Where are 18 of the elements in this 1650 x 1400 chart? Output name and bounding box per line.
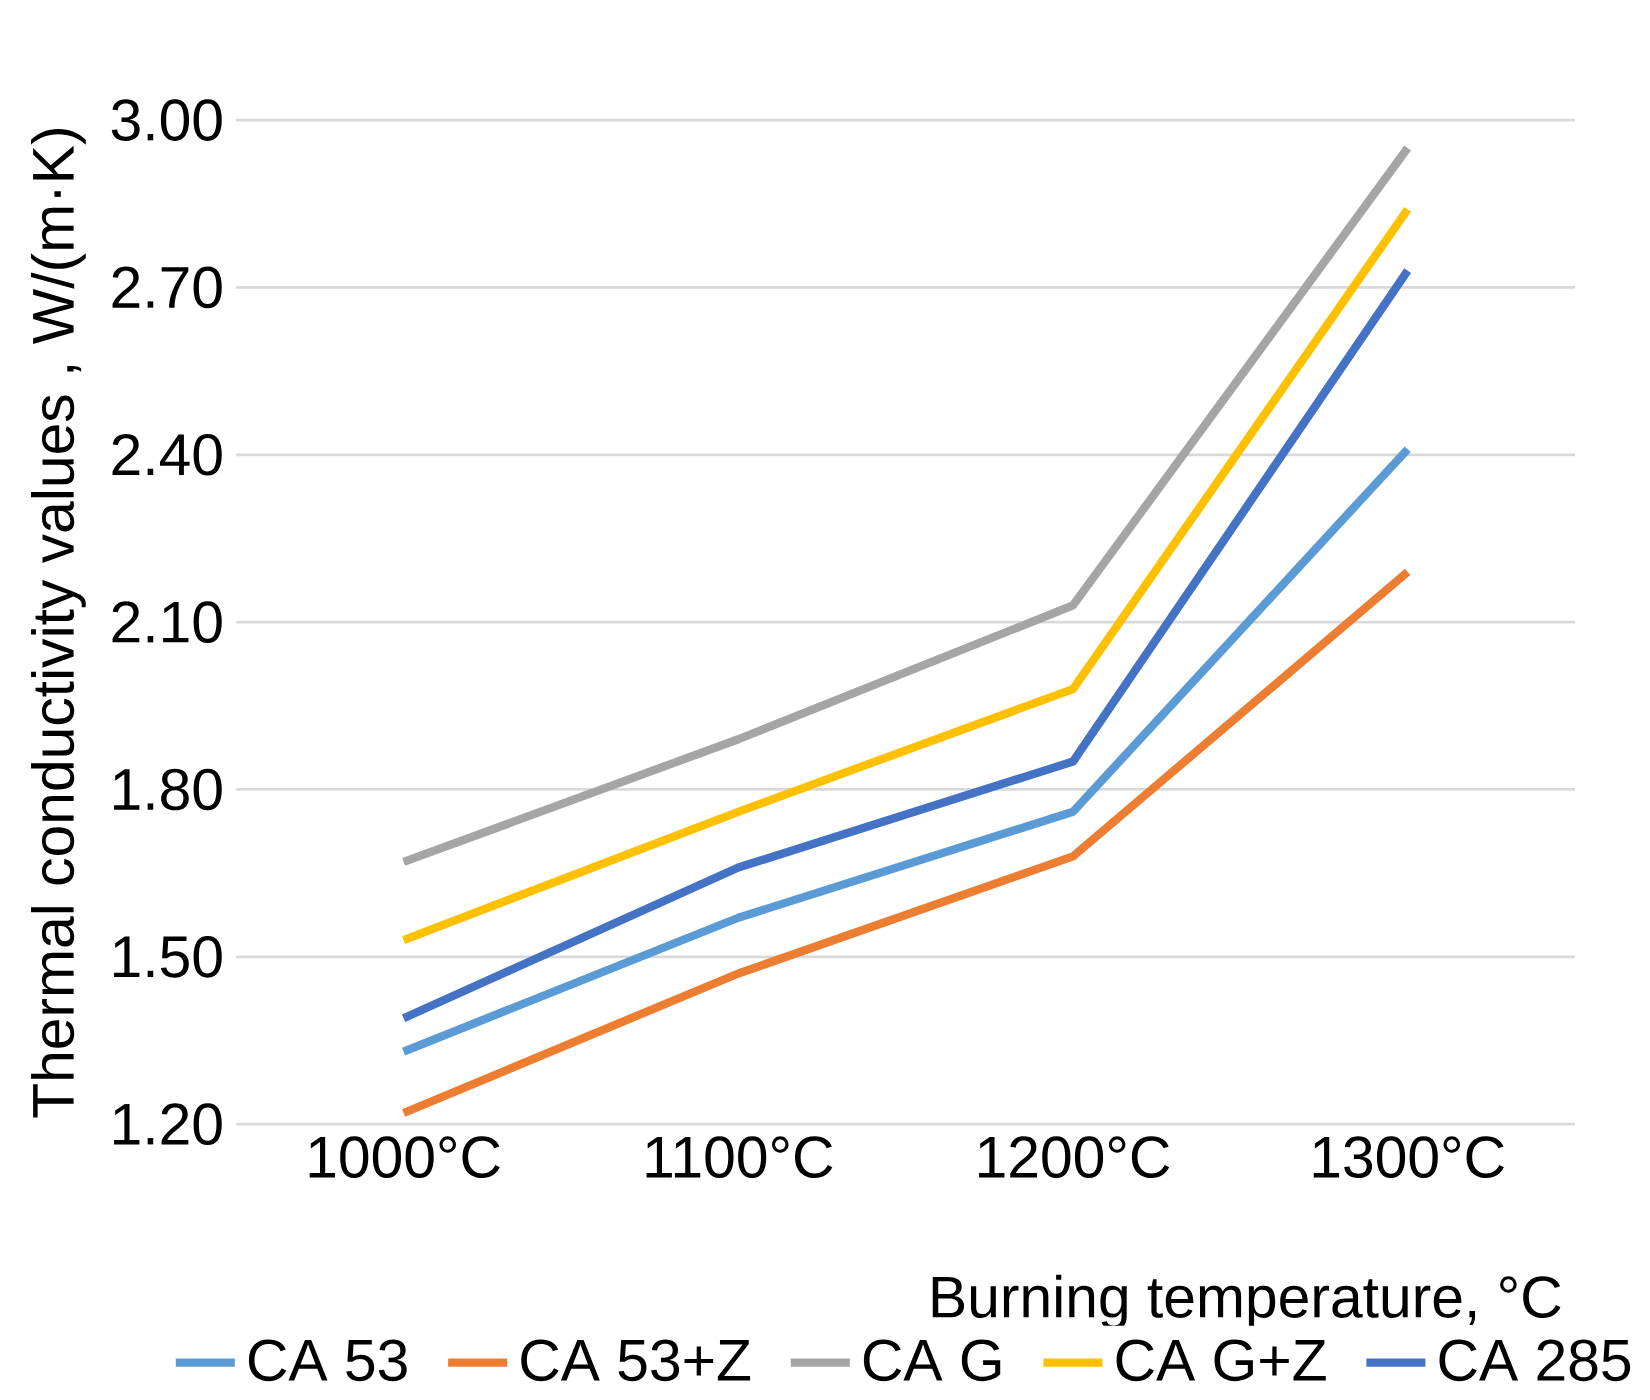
- legend-label: CA 53: [248, 1339, 407, 1382]
- y-tick-label: 2.70: [112, 266, 222, 309]
- x-axis-title: Burning temperature, °C: [932, 1274, 1561, 1330]
- y-tick-label: 2.40: [112, 434, 222, 476]
- y-axis-title: Thermal conductivity values , W/(m·K): [31, 129, 86, 1118]
- y-tick-label: 2.10: [112, 601, 222, 644]
- x-tick-label: 1200°C: [979, 1136, 1170, 1179]
- legend-label: CA 285: [1439, 1339, 1631, 1382]
- legend-label: CA G: [863, 1339, 1001, 1382]
- x-tick-label: 1300°C: [1313, 1136, 1504, 1179]
- x-tick-label: 1100°C: [646, 1136, 833, 1179]
- legend-label: CA G+Z: [1116, 1339, 1326, 1382]
- y-tick-label: 1.50: [114, 936, 222, 978]
- y-tick-label: 1.80: [114, 768, 222, 811]
- legend-label: CA 53+Z: [521, 1339, 751, 1382]
- y-tick-label: 3.00: [111, 99, 222, 142]
- x-tick-label: 1000°C: [309, 1136, 500, 1179]
- y-tick-label: 1.20: [114, 1103, 222, 1146]
